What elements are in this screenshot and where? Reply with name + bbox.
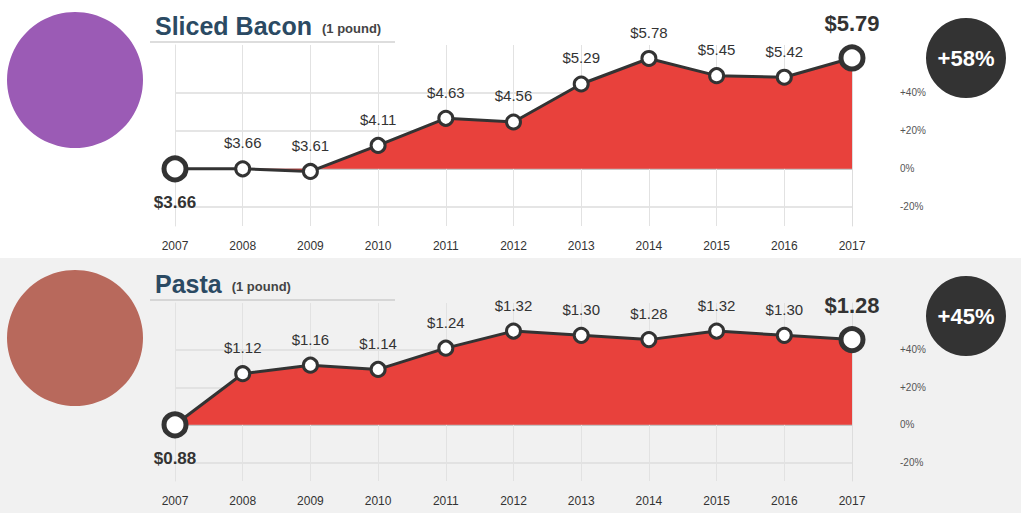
svg-text:0%: 0%	[900, 419, 915, 430]
svg-text:$1.14: $1.14	[359, 335, 397, 352]
svg-text:-20%: -20%	[900, 457, 923, 468]
svg-text:2009: 2009	[297, 494, 324, 508]
svg-text:+45%: +45%	[938, 304, 995, 329]
svg-text:$1.30: $1.30	[562, 301, 600, 318]
svg-text:2016: 2016	[771, 239, 798, 253]
svg-text:2017: 2017	[839, 239, 866, 253]
svg-text:$1.24: $1.24	[427, 314, 465, 331]
svg-text:$4.63: $4.63	[427, 84, 465, 101]
svg-text:$0.88: $0.88	[154, 449, 197, 468]
svg-text:$1.12: $1.12	[224, 339, 262, 356]
svg-text:2014: 2014	[636, 239, 663, 253]
svg-text:2012: 2012	[500, 494, 527, 508]
svg-text:+20%: +20%	[900, 382, 926, 393]
svg-text:$1.32: $1.32	[698, 297, 736, 314]
svg-text:$1.32: $1.32	[495, 297, 533, 314]
svg-text:2012: 2012	[500, 239, 527, 253]
svg-text:2008: 2008	[229, 239, 256, 253]
svg-text:+40%: +40%	[900, 344, 926, 355]
svg-text:+40%: +40%	[900, 87, 926, 98]
svg-text:2010: 2010	[365, 494, 392, 508]
svg-text:(1 pound): (1 pound)	[232, 279, 291, 294]
svg-text:$4.11: $4.11	[360, 111, 396, 128]
svg-text:(1 pound): (1 pound)	[322, 21, 381, 36]
svg-text:2013: 2013	[568, 239, 595, 253]
svg-text:2007: 2007	[162, 239, 189, 253]
svg-text:+58%: +58%	[938, 46, 995, 71]
svg-text:$3.66: $3.66	[154, 193, 197, 212]
svg-text:2017: 2017	[839, 494, 866, 508]
svg-text:2013: 2013	[568, 494, 595, 508]
svg-text:$1.30: $1.30	[766, 301, 804, 318]
svg-text:2007: 2007	[162, 494, 189, 508]
svg-text:$4.56: $4.56	[495, 87, 533, 104]
svg-text:2016: 2016	[771, 494, 798, 508]
svg-text:2010: 2010	[365, 239, 392, 253]
svg-text:$1.28: $1.28	[630, 305, 668, 322]
svg-text:$5.79: $5.79	[824, 11, 879, 36]
svg-text:+20%: +20%	[900, 125, 926, 136]
svg-text:$3.61: $3.61	[292, 137, 330, 154]
svg-text:Sliced Bacon: Sliced Bacon	[155, 12, 312, 40]
svg-text:$5.29: $5.29	[562, 49, 600, 66]
svg-text:2015: 2015	[703, 239, 730, 253]
svg-text:$5.78: $5.78	[630, 24, 668, 41]
svg-text:$1.28: $1.28	[824, 293, 879, 318]
svg-text:2011: 2011	[433, 239, 459, 253]
svg-text:2009: 2009	[297, 239, 324, 253]
svg-text:2015: 2015	[703, 494, 730, 508]
svg-text:2008: 2008	[229, 494, 256, 508]
svg-text:$3.66: $3.66	[224, 134, 262, 151]
svg-text:$1.16: $1.16	[292, 331, 330, 348]
svg-text:Pasta: Pasta	[155, 270, 223, 298]
svg-text:$5.45: $5.45	[698, 41, 736, 58]
svg-text:$5.42: $5.42	[766, 43, 804, 60]
svg-text:2014: 2014	[636, 494, 663, 508]
svg-text:0%: 0%	[900, 163, 915, 174]
svg-text:2011: 2011	[433, 494, 459, 508]
svg-text:-20%: -20%	[900, 201, 923, 212]
